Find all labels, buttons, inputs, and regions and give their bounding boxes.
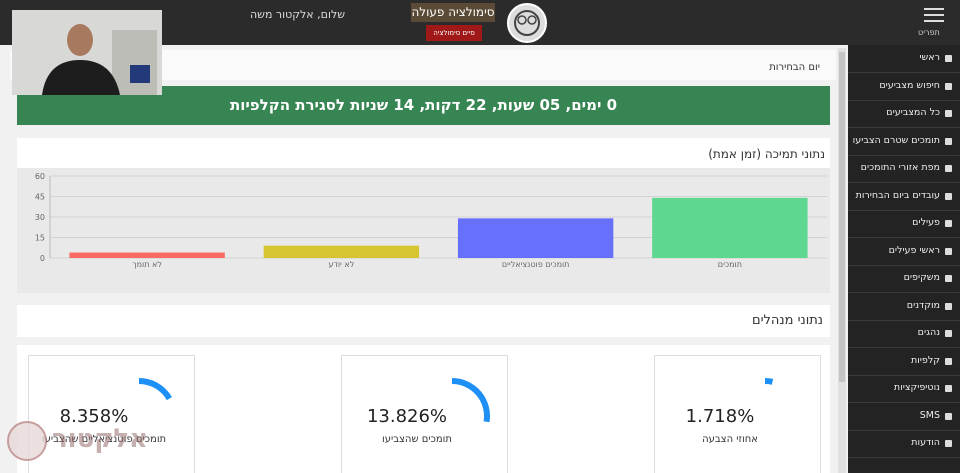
sidebar-label[interactable]: מפת אזורי התומכים: [860, 162, 940, 173]
sidebar-icon: [945, 165, 952, 172]
stat-card: 1.718% אחוזי הצבעה: [654, 355, 821, 473]
sidebar-icon: [945, 220, 952, 227]
stat-label: תומכים פוטנציאליים שהצביעו: [41, 434, 167, 445]
sidebar-item[interactable]: הודעות: [848, 430, 960, 458]
sidebar-icon: [945, 440, 952, 447]
sidebar-label[interactable]: משקיפים: [903, 272, 940, 283]
sidebar-label[interactable]: נהגים: [917, 327, 940, 338]
sidebar-item[interactable]: עובדים ביום הבחירות: [848, 183, 960, 211]
x-tick-label: לא יודע: [328, 260, 354, 269]
sidebar-item[interactable]: ראשי פעילים: [848, 238, 960, 266]
sidebar-icon: [945, 412, 952, 420]
y-tick-label: 0: [40, 254, 45, 263]
logo: [507, 3, 547, 43]
scrollbar: [838, 48, 846, 473]
sidebar-icon: [945, 330, 952, 337]
sidebar-item[interactable]: מפת אזורי התומכים: [848, 155, 960, 183]
y-tick-label: 60: [35, 172, 45, 181]
managers-panel-header: [17, 305, 830, 337]
gauge: [764, 378, 774, 385]
sidebar-label[interactable]: נוטיפיקציות: [893, 382, 940, 393]
bar: [263, 245, 420, 258]
y-tick-label: 45: [35, 193, 45, 202]
managers-panel-body: 1.718% אחוזי הצבעה 13.826% תומכים שהצביעו 8.…: [17, 345, 830, 473]
x-tick-label: לא תומך: [132, 260, 162, 269]
bar: [69, 252, 225, 258]
sidebar-item[interactable]: חיפוש מצביעים: [848, 73, 960, 101]
sidebar-item[interactable]: ראשי: [848, 45, 960, 73]
panel-title: נתוני מנהלים: [752, 313, 823, 328]
gauge: [138, 378, 172, 401]
sidebar-item[interactable]: נוטיפיקציות: [848, 375, 960, 403]
sidebar-label[interactable]: עובדים ביום הבחירות: [855, 189, 940, 201]
sidebar-icon: [945, 110, 952, 117]
y-tick-label: 30: [35, 213, 45, 222]
sidebar-icon: [945, 302, 952, 310]
sidebar-label[interactable]: כל המצביעים: [886, 107, 940, 118]
sidebar-icon: [945, 82, 952, 90]
sidebar-item[interactable]: כל המצביעים: [848, 100, 960, 128]
sidebar-icon: [945, 55, 952, 62]
x-tick-label: תומכים פוטנציאליים: [502, 260, 570, 269]
sidebar: ראשי חיפוש מצביעים כל המצביעים תומכים שטרם …: [848, 45, 960, 473]
watermark: אלקטור: [52, 424, 149, 454]
sidebar-item[interactable]: SMS: [848, 403, 960, 431]
sidebar-icon: [945, 247, 952, 255]
stat-value: 13.826%: [366, 406, 448, 427]
breadcrumb: יום הבחירות: [769, 62, 820, 73]
gauge-arc: [138, 378, 172, 401]
sidebar-item[interactable]: קלפיות: [848, 348, 960, 376]
webcam-video: [12, 10, 162, 95]
bar-chart: 0 15 30 45 60 לא תומך לא יודע תומכים פוטנציאליי…: [17, 168, 830, 293]
sidebar-label[interactable]: הודעות: [911, 437, 940, 448]
panel-title: נתוני תמיכה (זמן אמת): [708, 147, 825, 161]
sidebar-item[interactable]: תומכים שטרם הצביעו: [848, 128, 960, 156]
sidebar-label[interactable]: ראשי: [919, 52, 940, 63]
sidebar-icon: [945, 137, 952, 145]
stat-label: אחוזי הצבעה: [702, 434, 758, 445]
sidebar-label[interactable]: קלפיות: [910, 354, 940, 366]
stat-card: 13.826% תומכים שהצביעו: [341, 355, 508, 473]
sidebar-icon: [945, 192, 952, 200]
watermark-logo: [7, 421, 47, 461]
sidebar-label[interactable]: ראשי פעילים: [888, 244, 940, 256]
sidebar-label[interactable]: חיפוש מצביעים: [879, 79, 940, 91]
sidebar-label[interactable]: תומכים שטרם הצביעו: [852, 134, 940, 146]
sidebar-item[interactable]: משקיפים: [848, 265, 960, 293]
sidebar-icon: [945, 275, 952, 282]
menu-label[interactable]: תפריט: [918, 28, 940, 37]
gauge: [451, 378, 490, 423]
sidebar-label[interactable]: פעילים: [912, 217, 940, 228]
stat-value: 8.358%: [59, 406, 129, 427]
gauge-arc: [451, 378, 490, 423]
sidebar-label[interactable]: SMS: [919, 409, 940, 421]
gauge-arc: [764, 378, 774, 385]
greeting: שלום, אלקטור משה: [249, 8, 345, 21]
sidebar-label[interactable]: מוקדנים: [906, 299, 940, 311]
sidebar-icon: [945, 385, 952, 392]
bar: [457, 218, 614, 258]
simulation-title: סימולציה פעולה: [411, 3, 495, 22]
stat-label: תומכים שהצביעו: [382, 434, 452, 445]
stat-card: 8.358% תומכים פוטנציאליים שהצביעו: [28, 355, 195, 473]
bar: [652, 197, 808, 258]
sidebar-item[interactable]: נהגים: [848, 320, 960, 348]
x-tick-label: תומכים: [718, 260, 742, 269]
y-tick-label: 15: [35, 234, 45, 243]
menu-icon[interactable]: [922, 6, 948, 24]
end-simulation-button[interactable]: סיים סימולציה: [426, 25, 482, 41]
sidebar-icon: [945, 357, 952, 365]
stat-value: 1.718%: [685, 406, 755, 427]
sidebar-item[interactable]: פעילים: [848, 210, 960, 238]
scroll-thumb: [839, 52, 845, 382]
sidebar-item[interactable]: מוקדנים: [848, 293, 960, 321]
